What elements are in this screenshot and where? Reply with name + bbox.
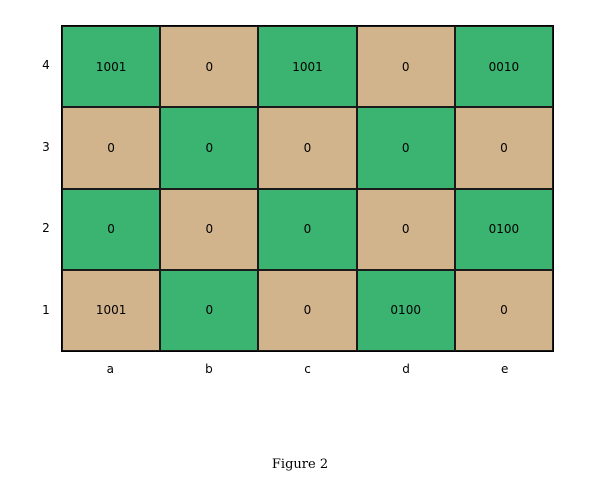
board-cell-e1: 0 [454,269,553,351]
column-label: d [402,362,410,376]
board-cell-c3: 0 [258,107,357,189]
row-label: 2 [42,221,50,236]
board-cell-e3: 0 [454,107,553,189]
column-label: c [304,362,311,376]
board-cell-a1: 1001 [62,269,161,351]
board-cell-b2: 0 [160,188,259,270]
board-cell-c1: 0 [258,269,357,351]
board-cell-d1: 0100 [356,269,455,351]
figure-caption: Figure 2 [271,457,329,472]
row-label: 4 [42,57,50,72]
board-cell-a3: 0 [62,107,161,189]
column-label: b [205,362,213,376]
board-cell-d3: 0 [356,107,455,189]
board-cell-b4: 0 [160,26,259,108]
board-cell-a2: 0 [62,188,161,270]
board-cell-a4: 1001 [62,26,161,108]
row-label: 3 [42,139,50,154]
row-label: 1 [42,303,50,318]
board-cell-d4: 0 [356,26,455,108]
board-cell-e2: 0100 [454,188,553,270]
board-cell-e4: 0010 [454,26,553,108]
board-cell-c4: 1001 [258,26,357,108]
board-cell-c2: 0 [258,188,357,270]
game-board: 1001 0 1001 0 0010 0 0 0 0 0 0 0 0 0 0100 1001 0 0 0100 0 [61,25,554,352]
column-label: a [106,362,114,376]
board-cell-b1: 0 [160,269,259,351]
board-cell-d2: 0 [356,188,455,270]
board-cell-b3: 0 [160,107,259,189]
column-label: e [500,362,509,376]
